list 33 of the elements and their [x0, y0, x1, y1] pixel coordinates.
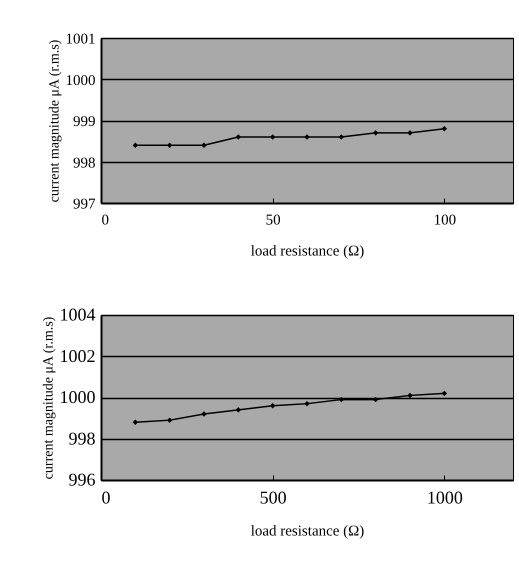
x-tick-label: 0 [102, 212, 109, 228]
y-tick-label: 1001 [66, 32, 96, 48]
x-tick-label: 0 [102, 488, 110, 508]
y-tick-label: 999 [73, 114, 96, 130]
x-tick-label: 500 [260, 488, 287, 508]
point [236, 407, 242, 413]
y-tick-label: 996 [68, 470, 96, 490]
point [407, 130, 413, 136]
x-tick-label: 1000 [426, 488, 463, 508]
point [442, 390, 448, 396]
point [407, 392, 413, 398]
y-tick-label: 1002 [60, 346, 96, 366]
y-axis-title: current magnitude μA (r.m.s) [42, 316, 56, 480]
point [270, 403, 276, 408]
y-tick-label: 1000 [66, 72, 96, 89]
point [201, 411, 207, 417]
y-tick-label: 998 [73, 155, 96, 172]
point [372, 130, 378, 136]
x-tick-label: 50 [266, 212, 281, 228]
point [304, 400, 310, 406]
y-tick-label: 998 [68, 428, 96, 448]
y-tick-label: 1000 [60, 387, 96, 407]
y-tick-label: 997 [73, 196, 96, 212]
y-tick-label: 1004 [60, 304, 96, 324]
point [132, 420, 138, 425]
point [304, 134, 310, 140]
point [442, 126, 448, 132]
point [166, 417, 172, 423]
x-tick-label: 100 [434, 212, 456, 228]
x-axis-title: load resistance (Ω) [250, 244, 364, 260]
x-axis-title: load resistance (Ω) [250, 524, 364, 540]
point [338, 134, 344, 140]
y-axis-title: current magnitude μA (r.m.s) [48, 39, 62, 202]
